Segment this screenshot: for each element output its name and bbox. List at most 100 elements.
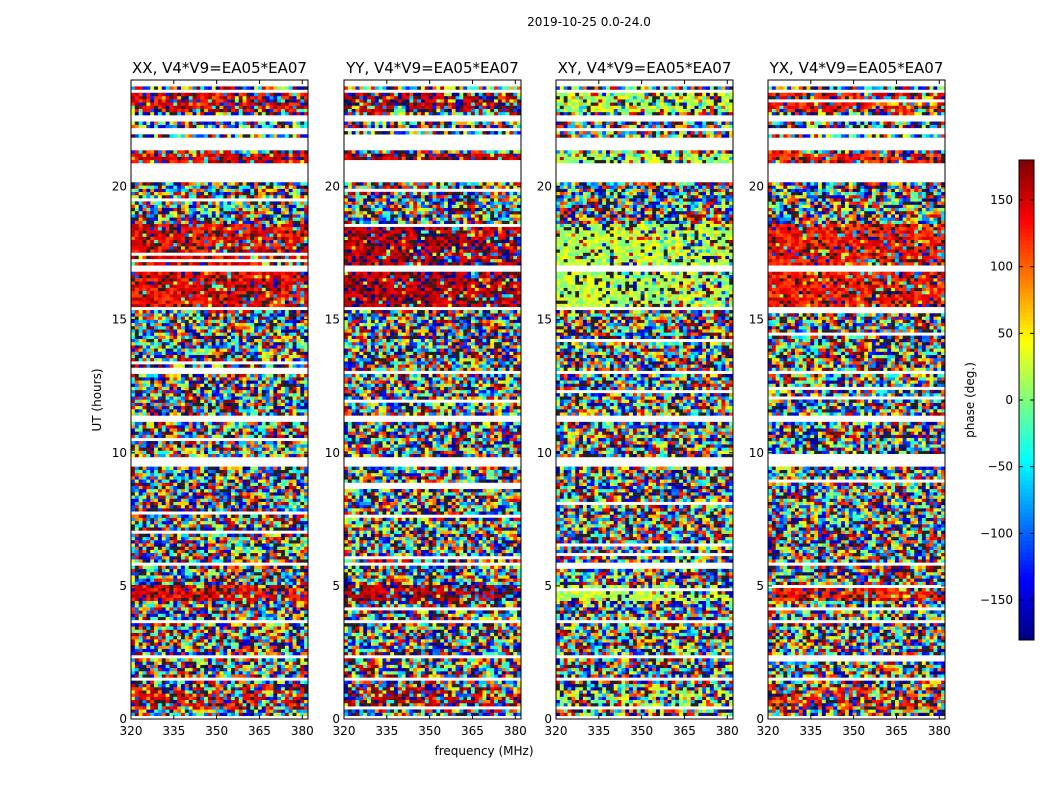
heatmap-cell [250,693,254,696]
heatmap-cell [285,693,289,696]
heatmap-cell [220,636,224,639]
heatmap-cell [169,623,173,626]
heatmap-cell [212,626,216,629]
heatmap-cell [235,697,239,700]
heatmap-cell [266,658,270,661]
heatmap-cell [208,703,212,706]
heatmap-cell [158,633,162,636]
heatmap-cell [227,639,231,642]
heatmap-cell [189,661,193,664]
heatmap-cell [173,633,177,636]
heatmap-cell [293,649,297,652]
heatmap-cell [223,661,227,664]
heatmap-cell [262,674,266,677]
heatmap-cell [293,693,297,696]
heatmap-cell [220,693,224,696]
heatmap-cell [146,642,150,645]
heatmap-cell [200,687,204,690]
heatmap-cell [243,626,247,629]
heatmap-cell [246,703,250,706]
heatmap-cell [208,706,212,709]
heatmap-cell [270,658,274,661]
heatmap-cell [208,636,212,639]
heatmap-cell [281,649,285,652]
heatmap-cell [270,687,274,690]
heatmap-cell [254,681,258,684]
heatmap-cell [277,668,281,671]
heatmap-cell [258,649,262,652]
heatmap-cell [254,674,258,677]
heatmap-cell [212,630,216,633]
heatmap-cell [158,703,162,706]
heatmap-cell [150,706,154,709]
heatmap-cell [169,617,173,620]
heatmap-cell [227,703,231,706]
heatmap-cell [270,639,274,642]
heatmap-cell [300,626,304,629]
heatmap-cell [185,709,189,712]
heatmap-cell [169,671,173,674]
heatmap-cell [246,687,250,690]
heatmap-cell [146,700,150,703]
heatmap-cell [150,633,154,636]
heatmap-cell [262,623,266,626]
heatmap-cell [243,658,247,661]
heatmap-cell [135,633,139,636]
heatmap-cell [239,630,243,633]
heatmap-cell [246,636,250,639]
heatmap-cell [258,633,262,636]
heatmap-cell [220,706,224,709]
heatmap-cell [185,646,189,649]
heatmap-cell [212,649,216,652]
heatmap-cell [235,706,239,709]
heatmap-cell [231,687,235,690]
heatmap-cell [177,687,181,690]
heatmap-cell [254,649,258,652]
heatmap-cell [216,652,220,655]
heatmap-cell [204,652,208,655]
heatmap-cell [166,646,170,649]
heatmap-cell [277,649,281,652]
heatmap-cell [169,700,173,703]
heatmap-cell [200,636,204,639]
heatmap-cell [166,642,170,645]
heatmap-cell [235,636,239,639]
heatmap-cell [220,630,224,633]
heatmap-cell [173,674,177,677]
heatmap-cell [285,674,289,677]
heatmap-cell [146,626,150,629]
heatmap-cell [196,700,200,703]
heatmap-cell [300,633,304,636]
heatmap-cell [227,665,231,668]
heatmap-cell [185,706,189,709]
heatmap-cell [158,636,162,639]
heatmap-cell [231,713,235,716]
heatmap-cell [254,671,258,674]
heatmap-cell [231,674,235,677]
heatmap-cell [220,700,224,703]
heatmap-cell [273,630,277,633]
heatmap-cell [131,630,135,633]
heatmap-cell [216,690,220,693]
heatmap-cell [296,687,300,690]
heatmap-cell [223,646,227,649]
heatmap-cell [254,697,258,700]
heatmap-cell [143,639,147,642]
heatmap-cell [173,639,177,642]
heatmap-cell [270,713,274,716]
heatmap-cell [266,630,270,633]
heatmap-cell [131,642,135,645]
heatmap-cell [166,661,170,664]
heatmap-cell [273,623,277,626]
heatmap-cell [277,671,281,674]
heatmap-cell [193,639,197,642]
heatmap-cell [193,642,197,645]
heatmap-cell [135,684,139,687]
heatmap-cell [196,636,200,639]
heatmap-cell [135,665,139,668]
heatmap-cell [146,693,150,696]
heatmap-cell [139,681,143,684]
heatmap-cell [200,674,204,677]
heatmap-cell [143,690,147,693]
heatmap-cell [243,652,247,655]
